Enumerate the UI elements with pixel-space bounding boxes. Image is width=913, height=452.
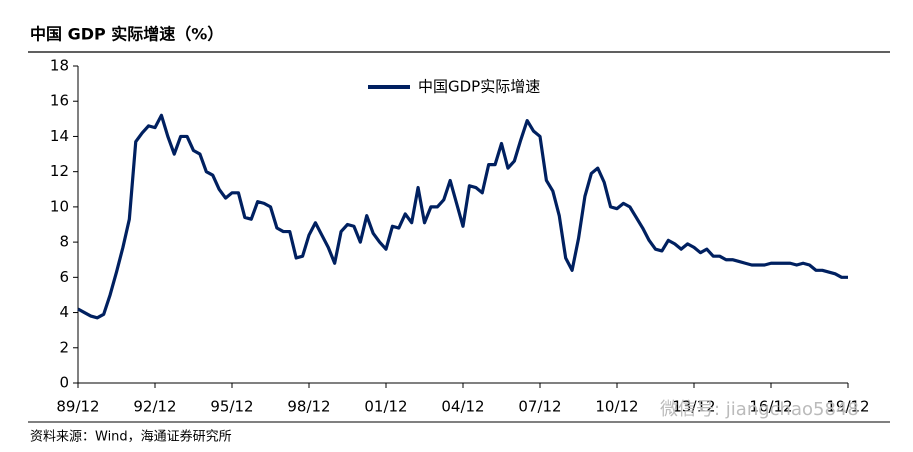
x-tick-label: 98/12 bbox=[287, 398, 330, 416]
y-tick-label: 8 bbox=[59, 233, 69, 251]
series-line bbox=[77, 113, 848, 320]
y-tick-label: 16 bbox=[50, 92, 69, 110]
y-tick-label: 12 bbox=[50, 162, 69, 180]
x-tick-label: 01/12 bbox=[364, 398, 407, 416]
watermark: 微信号: jiangchao5848 bbox=[660, 399, 859, 420]
x-tick-label: 04/12 bbox=[441, 398, 484, 416]
chart-title: 中国 GDP 实际增速（%） bbox=[30, 25, 223, 44]
y-tick-label: 2 bbox=[59, 338, 69, 356]
source: 资料来源：Wind，海通证券研究所 bbox=[30, 429, 232, 445]
x-tick-label: 13/12 bbox=[672, 398, 715, 416]
plot: 0 2 4 6 8 10 12 14 16 18 89/12 92/12 95/12 98/12 01/12… bbox=[50, 57, 870, 416]
x-tick-label: 92/12 bbox=[133, 398, 176, 416]
x-tick-label: 07/12 bbox=[518, 398, 561, 416]
y-tick-label: 14 bbox=[50, 127, 69, 145]
y-tick-label: 6 bbox=[59, 268, 69, 286]
x-tick-label: 89/12 bbox=[56, 398, 99, 416]
y-tick-label: 0 bbox=[59, 374, 69, 392]
x-tick-label: 95/12 bbox=[210, 398, 253, 416]
x-tick-label: 16/12 bbox=[749, 398, 792, 416]
x-tick-label: 19/12 bbox=[826, 398, 869, 416]
legend-label: 中国GDP实际增速 bbox=[418, 78, 540, 96]
y-tick-label: 10 bbox=[50, 197, 69, 215]
x-tick-label: 10/12 bbox=[595, 398, 638, 416]
y-tick-label: 18 bbox=[50, 57, 69, 75]
y-tick-label: 4 bbox=[59, 303, 69, 321]
